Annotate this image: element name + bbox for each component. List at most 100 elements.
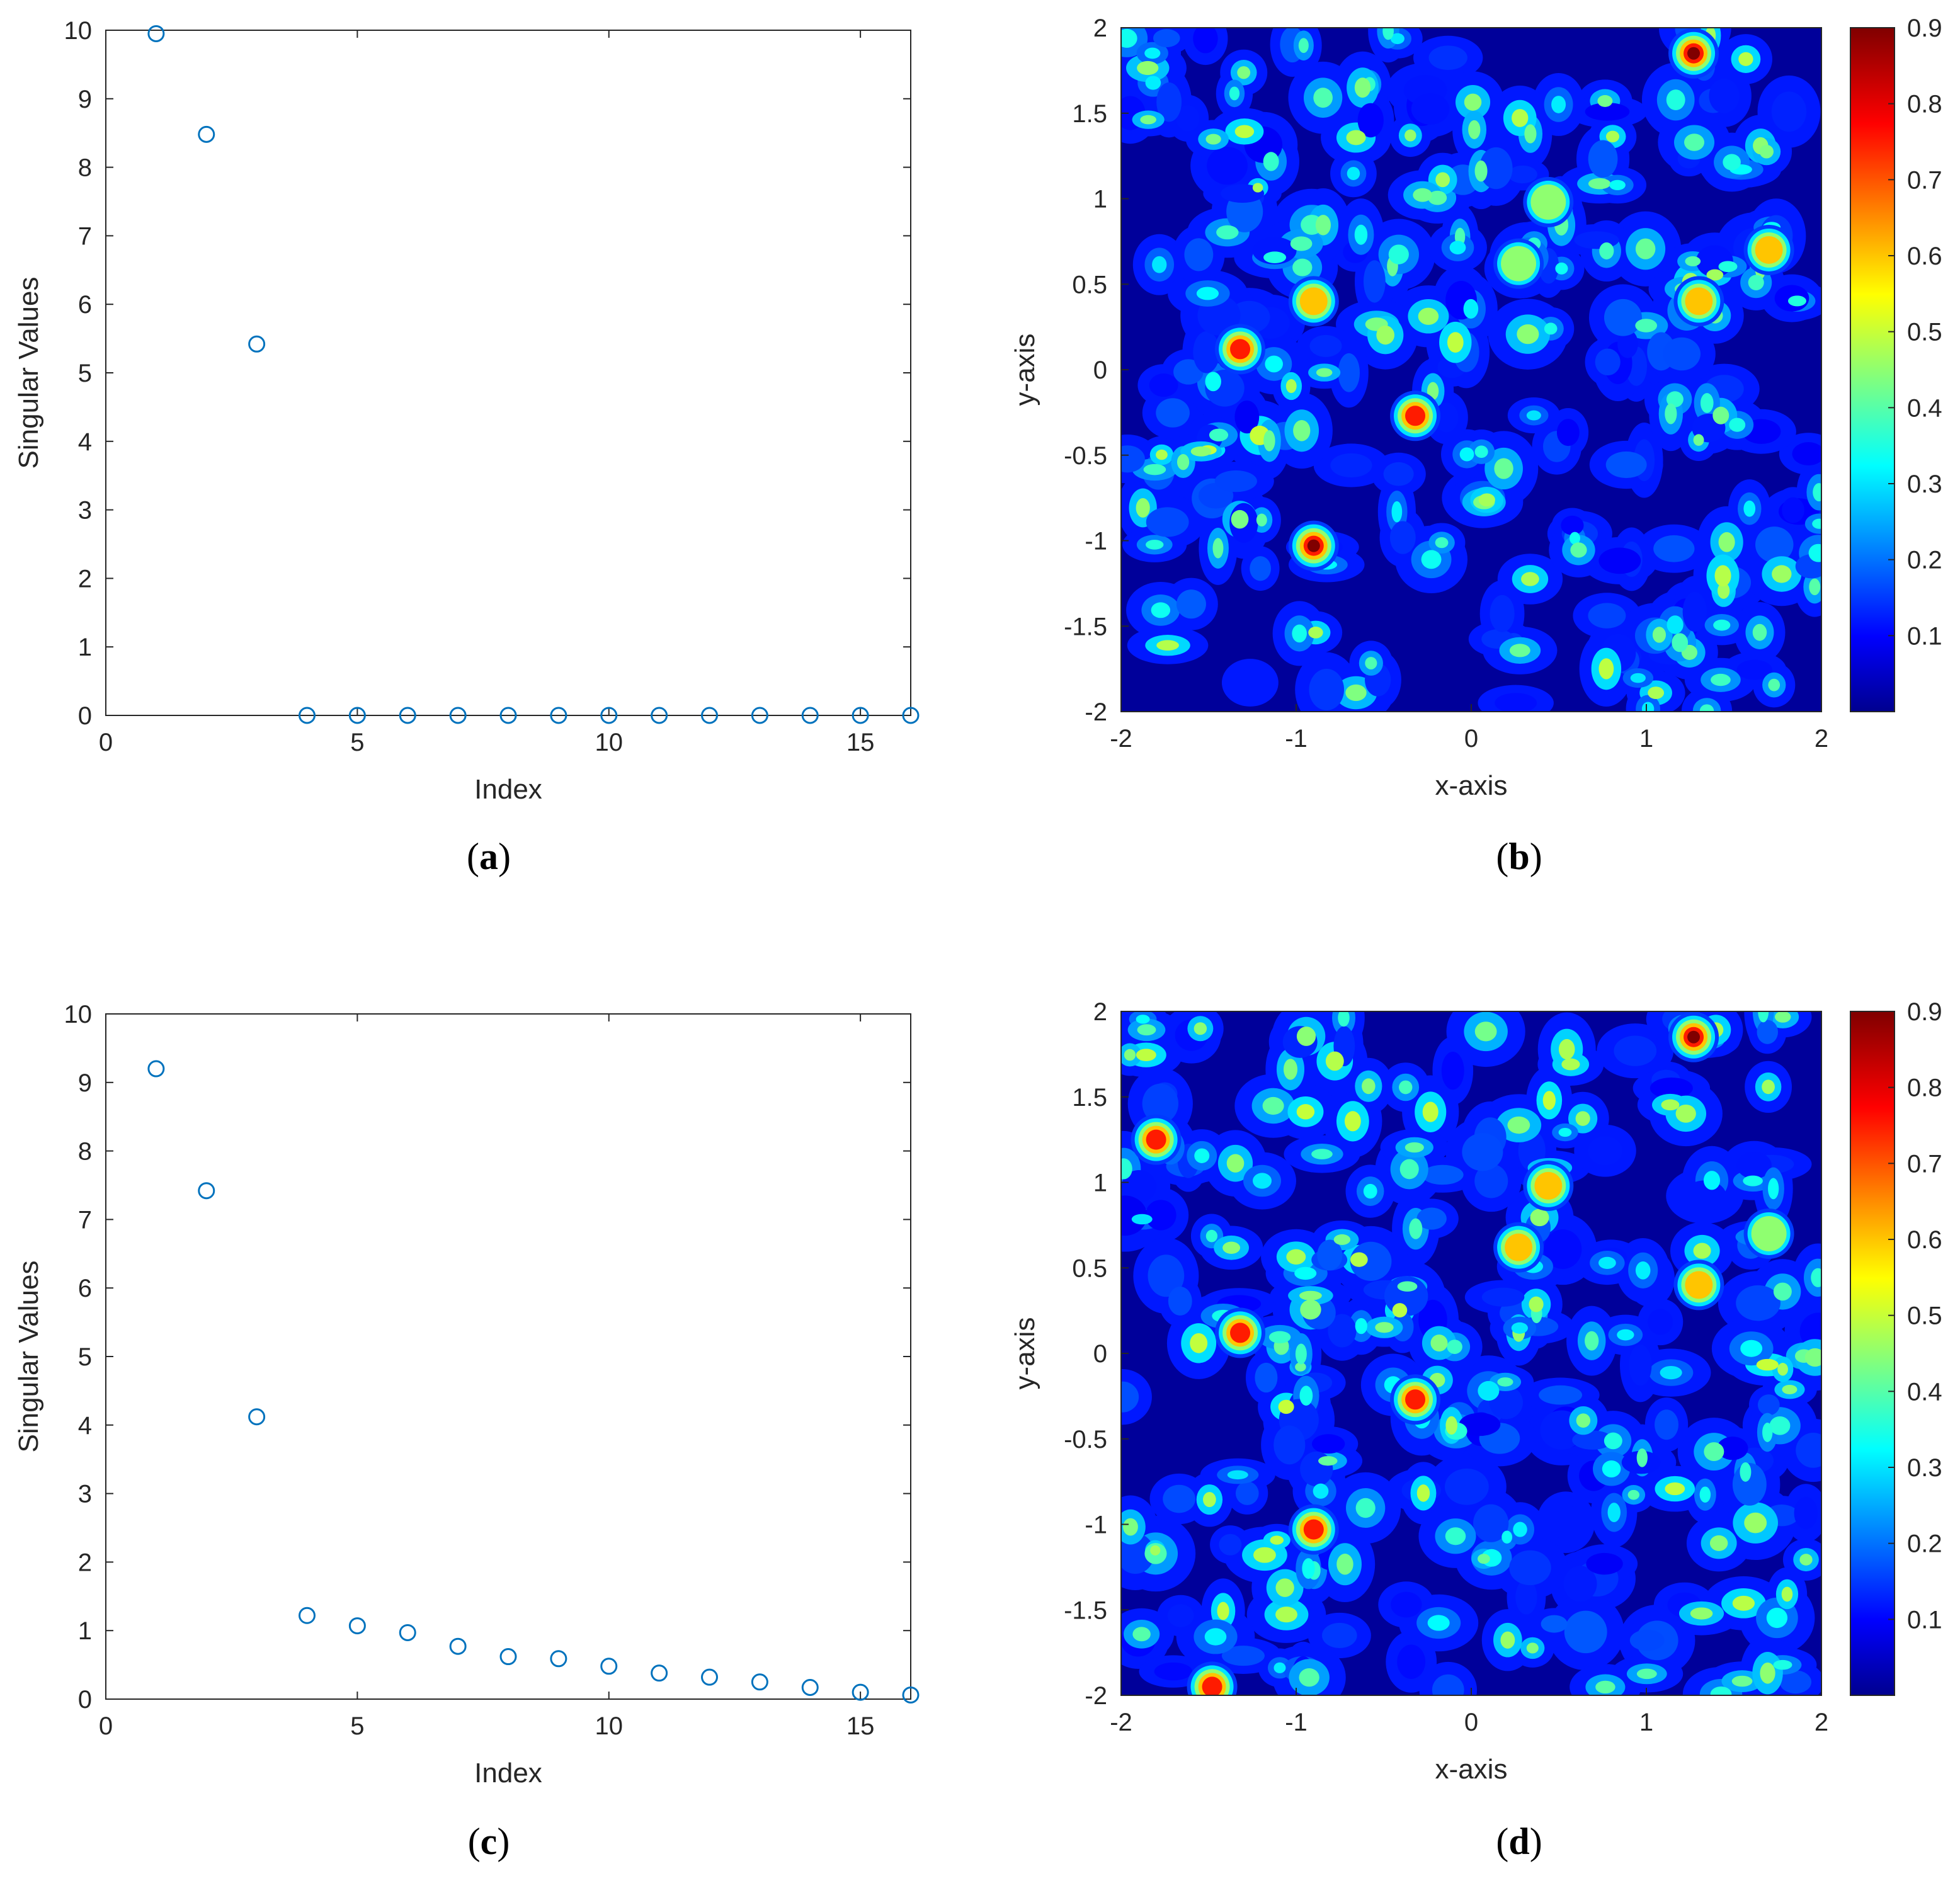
heatmap-blob [1459,1413,1501,1436]
heatmap-blob [1123,1518,1138,1536]
heatmap-blob [1653,535,1695,562]
heatmap-blob [1285,378,1297,394]
y-tick-label: 5 [78,1343,92,1371]
heatmap-blob [1563,1566,1597,1602]
colorbar-tick-label: 0.8 [1907,1074,1942,1102]
heatmap-blob [1544,1229,1582,1270]
heatmap-blob [1526,1642,1539,1654]
heatmap-blob [1468,120,1481,139]
data-point [651,707,668,724]
heatmap-blob [1474,445,1488,458]
x-tick-label: 2 [1815,1709,1828,1736]
heatmap-blob [1607,1503,1621,1523]
y-tick-label: 1 [1093,186,1107,213]
heatmap-blob [1391,501,1403,523]
y-tick-label: 0 [1093,356,1107,384]
heatmap-blob [1509,644,1530,657]
data-point [902,707,920,724]
singular-values-plot-a: 0 1 2 3 4 5 6 7 8 9 10 0 5 10 15 Index Singular Values [13,17,920,805]
colorbar [1850,1011,1895,1696]
data-point [499,1648,517,1666]
data-point [449,707,467,724]
y-tick-label: -1 [1085,1511,1107,1539]
heatmap-blob [1649,1077,1693,1099]
heatmap-blob [1222,1241,1241,1254]
heatmap-blob [1421,550,1442,569]
x-tick-label: 5 [350,729,364,756]
heatmap-blob [1630,673,1646,683]
data-point [348,1617,366,1635]
heatmap-blob [1205,372,1221,392]
heatmap-blob [1575,1111,1590,1126]
y-tick-label: 2 [78,565,92,593]
heatmap-blob [1145,1200,1177,1231]
heatmap-blob [1478,493,1495,507]
heatmap-blob [1392,1303,1408,1317]
heatmap-peak [1751,1215,1787,1251]
data-point [248,1408,266,1426]
heatmap-blob [1766,1607,1788,1629]
heatmap-blob [1375,1322,1394,1333]
heatmap-blob [1595,348,1621,376]
heatmap-blob [1636,1448,1648,1467]
heatmap-blob [1704,1442,1724,1462]
x-tick-label: 1 [1639,725,1653,753]
heatmap-blob [1463,299,1479,319]
heatmap-blob [1296,1104,1315,1120]
x-tick-label: 5 [350,1712,364,1740]
heatmap-blob [1667,615,1684,634]
heatmap-blob [1253,1547,1276,1563]
heatmap-blob [1253,1173,1272,1189]
data-point [299,1607,316,1624]
heatmap-field [1121,1011,1821,1695]
heatmap-blob [1235,1481,1259,1505]
heatmap-blob [1718,532,1735,552]
data-point [499,707,517,724]
heatmap-blob [1473,1504,1509,1542]
heatmap-blob [1156,449,1168,460]
heatmap-blob [1435,172,1450,188]
heatmap-blob [1404,129,1416,142]
y-tick-label: 0.5 [1072,1254,1107,1282]
x-axis-label: Index [474,1758,542,1789]
heatmap-blob [1768,1178,1779,1200]
colorbar-tick-label: 0.1 [1907,622,1942,650]
data-point [600,707,618,724]
heatmap-blob [1383,462,1414,486]
heatmap-blob [1773,1282,1792,1301]
heatmap-blob [1648,686,1665,699]
heatmap-blob [1773,1659,1792,1670]
heatmap-blob [1604,1432,1622,1450]
heatmap-blob [1316,368,1333,377]
heatmap-blob [1193,331,1220,373]
y-axis-label: y-axis [1010,1317,1040,1390]
heatmap-blob [1478,1380,1500,1401]
heatmap-blob [1706,269,1724,281]
heatmap-blob [1617,329,1638,358]
colorbar-tick-label: 0.4 [1907,1378,1942,1406]
heatmap-blob [1350,1252,1368,1267]
heatmap-blob [1743,1175,1763,1186]
heatmap-blob [1146,540,1164,550]
heatmap-blob [1478,1554,1490,1564]
heatmap-blob [1365,657,1377,669]
heatmap-blob [1464,93,1482,111]
data-point [147,25,165,42]
heatmap-blob [1655,1409,1679,1440]
heatmap-blob [1355,1498,1376,1518]
heatmap-blob [1313,1483,1329,1499]
heatmap-blob [1252,183,1263,193]
heatmap-blob [1136,1015,1150,1024]
y-tick-label: -1.5 [1064,613,1107,640]
heatmap-blob [1156,82,1182,122]
heatmap-blob [1604,299,1642,336]
heatmap-blob [1635,319,1658,333]
heatmap-blob [1561,1058,1580,1071]
x-tick-label: 0 [1464,725,1478,753]
x-tick-label: 1 [1639,1709,1653,1736]
heatmap-blob [1312,1434,1345,1454]
heatmap-blob [1779,1670,1812,1694]
heatmap-blob [1399,1080,1413,1095]
heatmap-blob [1153,29,1180,48]
heatmap-peak [1230,1323,1251,1343]
